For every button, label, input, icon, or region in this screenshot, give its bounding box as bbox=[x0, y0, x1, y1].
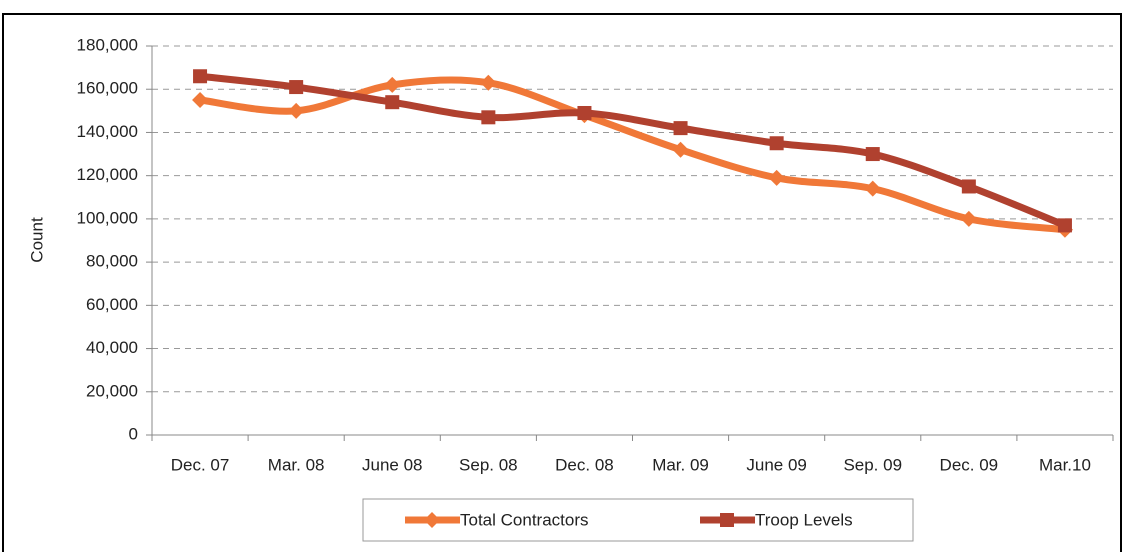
y-tick-label: 160,000 bbox=[77, 79, 138, 98]
legend-label: Troop Levels bbox=[755, 510, 853, 529]
marker bbox=[960, 210, 977, 227]
y-tick-label: 20,000 bbox=[86, 381, 138, 400]
marker bbox=[673, 121, 688, 136]
marker bbox=[480, 74, 497, 91]
y-tick-label: 80,000 bbox=[86, 252, 138, 271]
y-tick-label: 0 bbox=[129, 424, 138, 443]
y-tick-label: 140,000 bbox=[77, 122, 138, 141]
marker bbox=[577, 105, 592, 120]
legend-label: Total Contractors bbox=[460, 510, 589, 529]
marker bbox=[672, 141, 689, 158]
x-tick-label: June 09 bbox=[746, 455, 807, 474]
frame bbox=[2, 13, 1122, 552]
marker bbox=[720, 513, 734, 527]
marker bbox=[385, 95, 400, 110]
y-tick-label: 100,000 bbox=[77, 208, 138, 227]
marker bbox=[769, 136, 784, 151]
x-tick-label: June 08 bbox=[362, 455, 423, 474]
series-line bbox=[199, 72, 1067, 229]
marker bbox=[424, 512, 440, 528]
marker bbox=[481, 110, 496, 125]
marker bbox=[288, 102, 305, 119]
marker bbox=[384, 76, 401, 93]
x-tick-label: Mar. 09 bbox=[652, 455, 709, 474]
series-line bbox=[199, 76, 1066, 234]
marker bbox=[289, 80, 304, 95]
y-tick-label: 180,000 bbox=[77, 35, 138, 54]
x-tick-label: Mar.10 bbox=[1039, 455, 1091, 474]
x-tick-label: Dec. 08 bbox=[555, 455, 614, 474]
y-axis-label: Count bbox=[27, 217, 46, 263]
y-tick-label: 60,000 bbox=[86, 295, 138, 314]
x-tick-label: Mar. 08 bbox=[268, 455, 325, 474]
marker bbox=[961, 179, 976, 194]
marker bbox=[193, 69, 208, 84]
y-tick-label: 40,000 bbox=[86, 338, 138, 357]
y-tick-label: 120,000 bbox=[77, 165, 138, 184]
x-tick-label: Dec. 07 bbox=[171, 455, 230, 474]
marker bbox=[192, 92, 209, 109]
legend-items: Total Contractors Troop Levels bbox=[405, 510, 853, 529]
marker bbox=[864, 180, 881, 197]
x-tick-label: Sep. 09 bbox=[843, 455, 902, 474]
marker bbox=[1057, 218, 1072, 233]
marker bbox=[768, 169, 785, 186]
x-tick-label: Sep. 08 bbox=[459, 455, 518, 474]
marker bbox=[865, 147, 880, 162]
x-tick-label: Dec. 09 bbox=[940, 455, 999, 474]
